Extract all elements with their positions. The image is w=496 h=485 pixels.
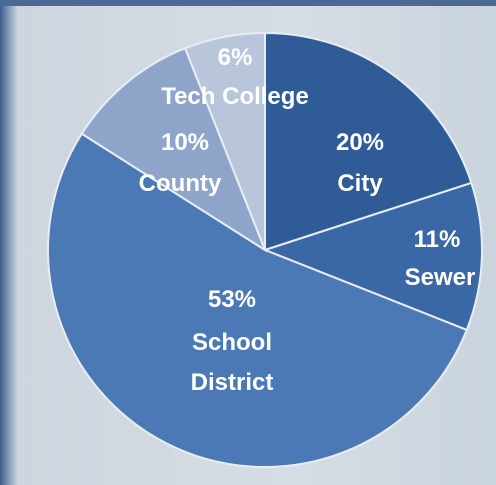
slice-category-label: County xyxy=(138,170,222,197)
slice-category-label: City xyxy=(337,170,383,197)
slice-value-label: 20% xyxy=(335,129,385,156)
pie-slice xyxy=(183,31,266,251)
pie-slice xyxy=(47,132,469,468)
slice-category-label: Tech College xyxy=(161,83,309,110)
slice-value-label: 53% xyxy=(207,286,257,313)
slice-value-label: 6% xyxy=(217,44,253,71)
slice-category-label: Sewer xyxy=(404,264,476,291)
slice-value-label: 11% xyxy=(413,226,461,253)
pie-slice xyxy=(262,181,483,332)
slice-category-label: School District xyxy=(190,329,274,396)
slice-value-label: 10% xyxy=(160,129,210,156)
pie-slice xyxy=(264,31,473,252)
pie-slice xyxy=(80,46,268,253)
